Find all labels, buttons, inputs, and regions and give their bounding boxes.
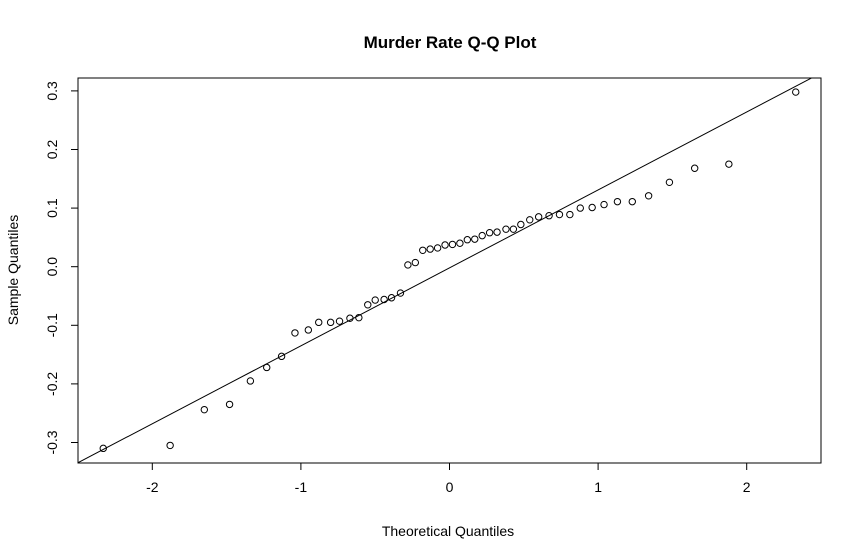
y-axis-label: Sample Quantiles	[5, 215, 21, 326]
data-point	[725, 160, 733, 168]
data-point	[502, 225, 510, 233]
data-point	[644, 192, 653, 200]
data-point	[99, 444, 107, 453]
data-point	[387, 294, 396, 302]
data-point	[600, 200, 608, 209]
data-point	[588, 203, 596, 212]
data-point	[404, 261, 412, 269]
data-point	[526, 216, 534, 224]
x-axis-label: Theoretical Quantiles	[382, 523, 514, 539]
x-tick-label: -2	[146, 479, 159, 495]
points-layer	[99, 88, 800, 453]
data-point	[419, 246, 427, 254]
y-tick-label: -0.1	[44, 313, 60, 337]
y-axis: -0.3 -0.2 -0.1 0.0 0.1 0.2 0.3	[44, 81, 79, 455]
data-point	[613, 197, 622, 206]
data-point	[433, 244, 442, 252]
data-point	[665, 178, 674, 187]
data-point	[576, 204, 584, 212]
y-tick-label: 0.1	[44, 198, 60, 218]
data-point	[456, 239, 464, 247]
plot-frame	[77, 77, 822, 464]
x-tick-label: 0	[446, 479, 454, 495]
data-point	[534, 213, 543, 221]
data-point	[396, 289, 405, 297]
data-point	[555, 210, 564, 219]
y-tick-label: 0.0	[44, 257, 60, 277]
data-point	[493, 228, 501, 236]
data-point	[346, 314, 354, 322]
x-axis: -2 -1 0 1 2	[146, 462, 751, 495]
data-point	[517, 220, 525, 229]
data-point	[545, 212, 553, 220]
data-point	[463, 236, 472, 244]
y-tick-label: 0.3	[44, 81, 60, 101]
data-point	[326, 318, 335, 327]
data-point	[448, 240, 457, 249]
data-point	[304, 326, 313, 334]
data-point	[426, 245, 434, 253]
data-point	[441, 241, 449, 249]
data-point	[411, 258, 420, 267]
y-tick-label: 0.2	[44, 140, 60, 160]
data-point	[225, 400, 234, 409]
y-tick-label: -0.2	[44, 372, 60, 396]
data-point	[263, 363, 271, 372]
data-point	[478, 231, 486, 240]
data-point	[200, 405, 209, 414]
data-point	[628, 197, 636, 206]
data-point	[315, 318, 323, 327]
reference-line-layer	[78, 78, 813, 463]
x-tick-label: 2	[743, 479, 751, 495]
y-tick-label: -0.3	[44, 430, 60, 454]
data-point	[277, 352, 286, 361]
data-point	[335, 317, 344, 325]
data-point	[690, 164, 699, 172]
data-point	[566, 210, 574, 219]
data-point	[509, 225, 518, 233]
data-point	[166, 441, 174, 450]
data-point	[380, 295, 388, 304]
data-point	[792, 88, 800, 96]
x-tick-label: -1	[295, 479, 308, 495]
data-point	[355, 313, 363, 322]
data-point	[371, 296, 379, 304]
data-point	[246, 377, 255, 385]
data-point	[364, 301, 372, 309]
data-point	[485, 229, 494, 237]
data-point	[291, 329, 299, 337]
data-point	[471, 235, 479, 243]
chart-title: Murder Rate Q-Q Plot	[364, 33, 537, 52]
x-tick-label: 1	[594, 479, 602, 495]
qq-reference-line	[78, 78, 813, 463]
